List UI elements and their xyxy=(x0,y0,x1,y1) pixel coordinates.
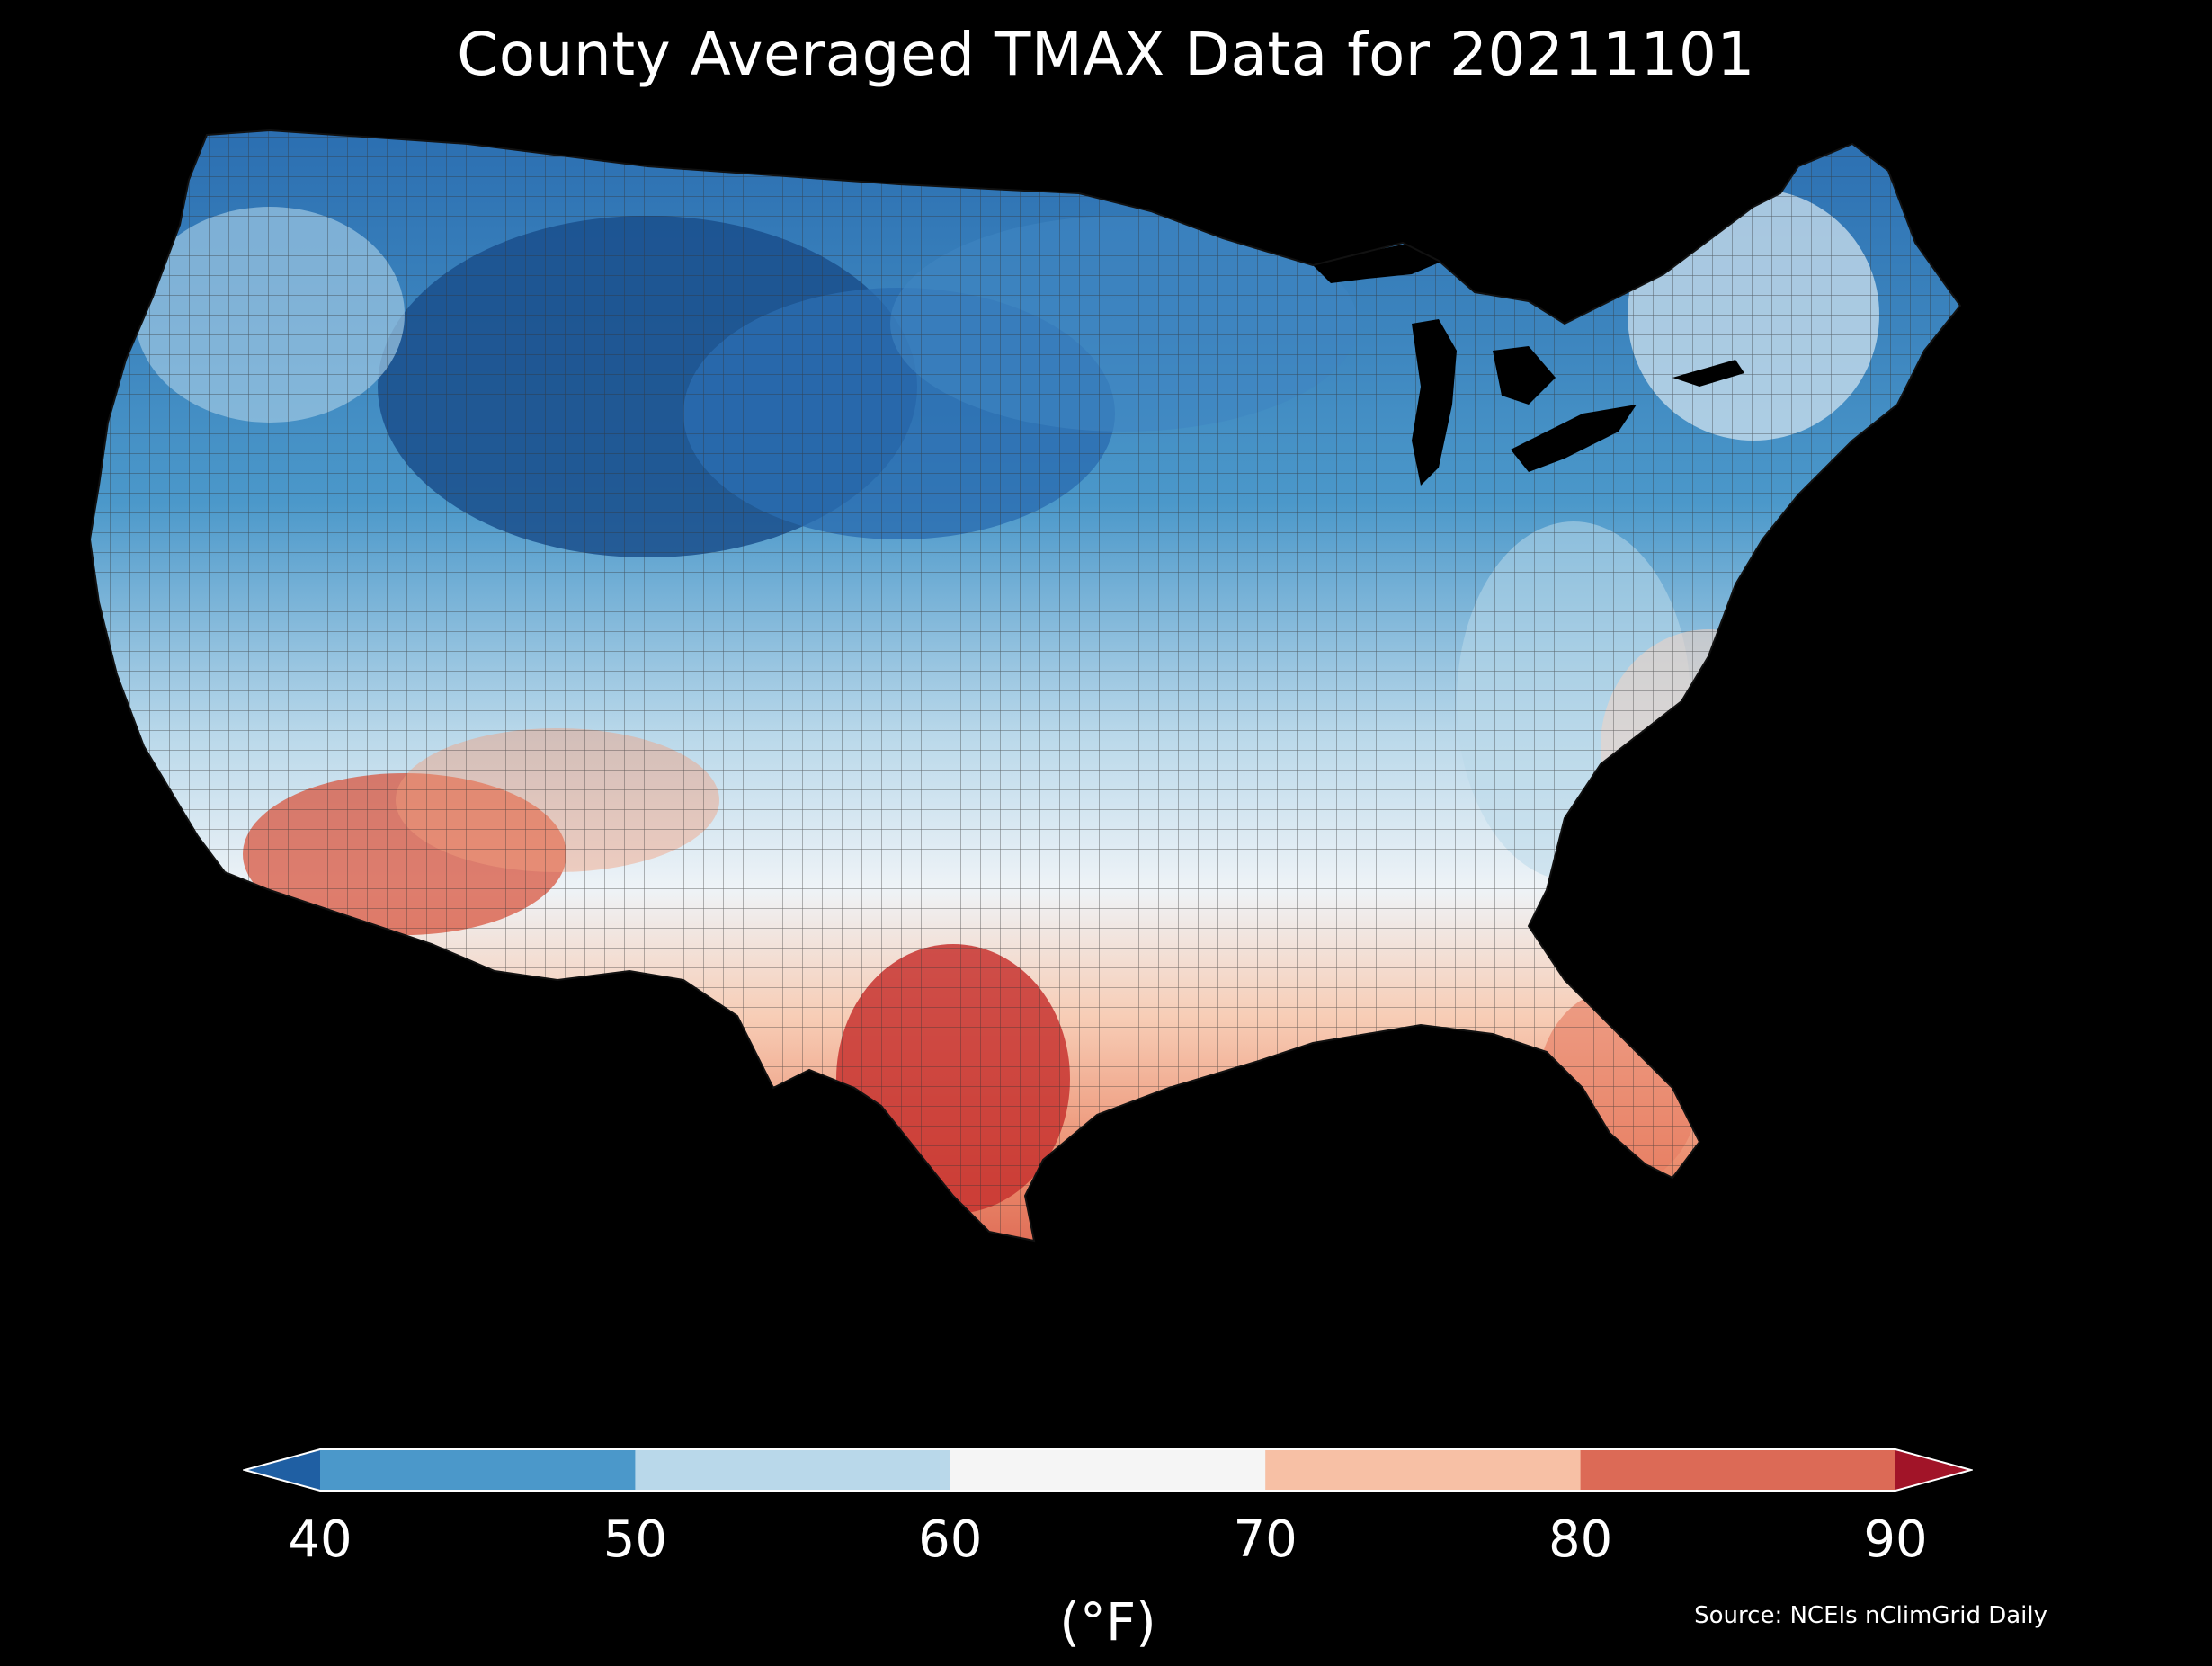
colorbar xyxy=(243,1448,1973,1492)
colorbar-unit-label: (°F) xyxy=(1059,1591,1156,1653)
colorbar-outline xyxy=(243,1448,1973,1492)
colorbar-tick-label: 80 xyxy=(1548,1510,1613,1569)
colorbar-tick-label: 60 xyxy=(918,1510,983,1569)
colorbar-bin xyxy=(1580,1449,1896,1491)
colorbar-bin xyxy=(635,1449,951,1491)
colorbar-bin xyxy=(950,1449,1266,1491)
colorbar-bin xyxy=(245,1449,320,1491)
source-credit: Source: NCEIs nClimGrid Daily xyxy=(1694,1602,2047,1629)
colorbar-bin xyxy=(1265,1449,1582,1491)
map-fill-layer xyxy=(90,130,1960,1241)
colorbar-tick-label: 50 xyxy=(602,1510,668,1569)
us-outline xyxy=(90,129,1962,1243)
great-lakes xyxy=(1313,243,1744,486)
us-county-map xyxy=(90,117,2158,1403)
colorbar-tick-label: 40 xyxy=(288,1510,352,1569)
map-title: County Averaged TMAX Data for 20211101 xyxy=(457,20,1755,89)
colorbar-bin xyxy=(320,1449,636,1491)
colorbar-bin xyxy=(1895,1449,1971,1491)
colorbar-tick-label: 90 xyxy=(1863,1510,1928,1569)
colorbar-tick-label: 70 xyxy=(1233,1510,1298,1569)
